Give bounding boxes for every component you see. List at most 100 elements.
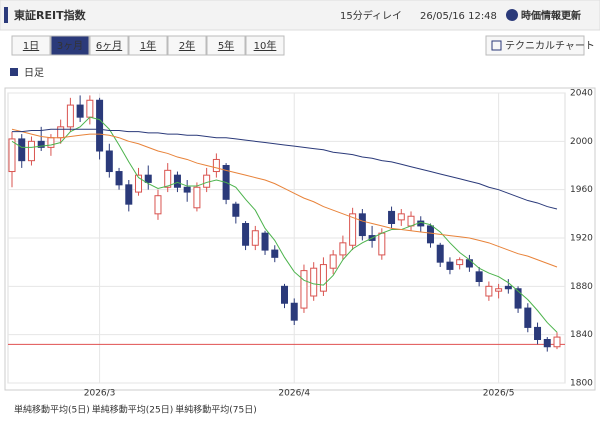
refresh-button[interactable]: 時価情報更新: [506, 9, 581, 22]
period-label: 日足: [24, 67, 44, 79]
candle-body: [164, 169, 172, 188]
y-tick-label: 1840: [570, 330, 593, 340]
technical-button-box[interactable]: [485, 35, 585, 56]
tab[interactable]: [167, 35, 207, 56]
refresh-icon: [506, 9, 518, 21]
candle-body: [144, 174, 152, 183]
candle-body: [407, 215, 415, 227]
x-tick-label: 2026/5: [483, 389, 515, 399]
candle-body: [290, 302, 298, 321]
candle-body: [329, 254, 337, 269]
refresh-label[interactable]: 時価情報更新: [521, 9, 581, 22]
technical-label[interactable]: テクニカルチャート: [505, 40, 595, 52]
y-tick-label: 2000: [570, 137, 593, 147]
candle-body: [553, 336, 561, 348]
candle-body: [524, 307, 532, 328]
candle-body: [154, 195, 162, 215]
y-tick-label: 1800: [570, 379, 593, 389]
legend-label: 単純移動平均(75日): [175, 404, 256, 416]
candle-body: [203, 174, 211, 188]
tab-label[interactable]: 2年: [179, 39, 195, 52]
chart-frame: [4, 87, 596, 391]
tab[interactable]: [50, 35, 90, 56]
timestamp: 26/05/16 12:48: [420, 11, 497, 22]
candle-body: [465, 259, 473, 268]
ma-line: [11, 116, 558, 333]
candle-body: [388, 210, 396, 225]
candle-body: [232, 203, 240, 217]
candle-body: [475, 271, 483, 283]
chart: 1800 1840 1880 1920 1960 2000 2040 2026/3 2026/4…: [8, 89, 593, 416]
candle-body: [8, 138, 16, 173]
tab[interactable]: [206, 35, 246, 56]
ma-line: [12, 128, 558, 210]
tab-label[interactable]: 3ヶ月: [57, 40, 83, 52]
tab[interactable]: [128, 35, 168, 56]
candle-body: [183, 186, 191, 193]
candle-body: [18, 138, 26, 162]
title-accent: [4, 7, 8, 23]
candle-body: [319, 264, 327, 292]
candle-body: [534, 326, 542, 340]
period-icon: [10, 68, 18, 76]
candle-body: [358, 213, 366, 237]
tab[interactable]: [11, 35, 51, 56]
tab-label[interactable]: 10年: [254, 39, 277, 52]
y-tick-label: 1960: [570, 185, 593, 195]
legend-label: 単純移動平均(25日): [92, 404, 173, 416]
candle-body: [105, 150, 113, 173]
tab-label[interactable]: 6ヶ月: [96, 40, 122, 52]
header-bar: [0, 0, 600, 31]
candle-body: [349, 213, 357, 246]
candle-body: [495, 288, 503, 292]
candle-body: [212, 158, 220, 173]
candle-body: [504, 285, 512, 290]
candle-body: [57, 126, 65, 139]
tab-label[interactable]: 5年: [218, 39, 234, 52]
candle-body: [27, 140, 35, 162]
candle-body: [66, 104, 74, 128]
candle-body: [281, 285, 288, 304]
candle-body: [37, 140, 45, 148]
candle-body: [96, 99, 104, 152]
candle-body: [378, 232, 386, 256]
candle-body: [125, 184, 133, 205]
technical-icon: [491, 40, 502, 51]
candle-body: [135, 174, 143, 193]
candle-body: [173, 174, 181, 188]
legend-label: 単純移動平均(5日): [14, 404, 90, 416]
y-tick-label: 2040: [570, 89, 593, 99]
y-tick-label: 1880: [570, 282, 593, 292]
tab-label[interactable]: 1年: [140, 39, 156, 52]
candle-body: [514, 288, 522, 309]
candle-body: [76, 104, 84, 118]
x-tick-label: 2026/4: [278, 389, 310, 399]
candle-body: [426, 225, 434, 244]
technical-button[interactable]: テクニカルチャート: [485, 35, 595, 56]
candle-body: [397, 213, 405, 221]
candle-body: [485, 285, 493, 297]
candle-body: [115, 171, 123, 186]
candle-body: [543, 339, 551, 348]
candle-body: [310, 267, 318, 297]
tab-label[interactable]: 1日: [23, 41, 39, 52]
candle-body: [251, 230, 259, 246]
ma-line: [11, 128, 558, 268]
y-tick-label: 1920: [570, 234, 593, 244]
candle-body: [86, 99, 94, 118]
candle-body: [446, 261, 454, 270]
candle-body: [456, 259, 464, 266]
candle-body: [436, 244, 444, 263]
tab[interactable]: [89, 35, 129, 56]
title: 東証REIT指数: [14, 8, 87, 22]
tab[interactable]: [245, 35, 285, 56]
candle-body: [339, 242, 347, 256]
tabs: 1日 3ヶ月 6ヶ月 1年 2年 5年 10年: [11, 35, 285, 56]
candle-body: [271, 249, 279, 258]
candle-body: [47, 137, 55, 148]
x-tick-label: 2026/3: [84, 389, 116, 399]
candle-body: [261, 232, 269, 251]
candle-body: [242, 223, 250, 246]
candle-body: [300, 270, 308, 309]
